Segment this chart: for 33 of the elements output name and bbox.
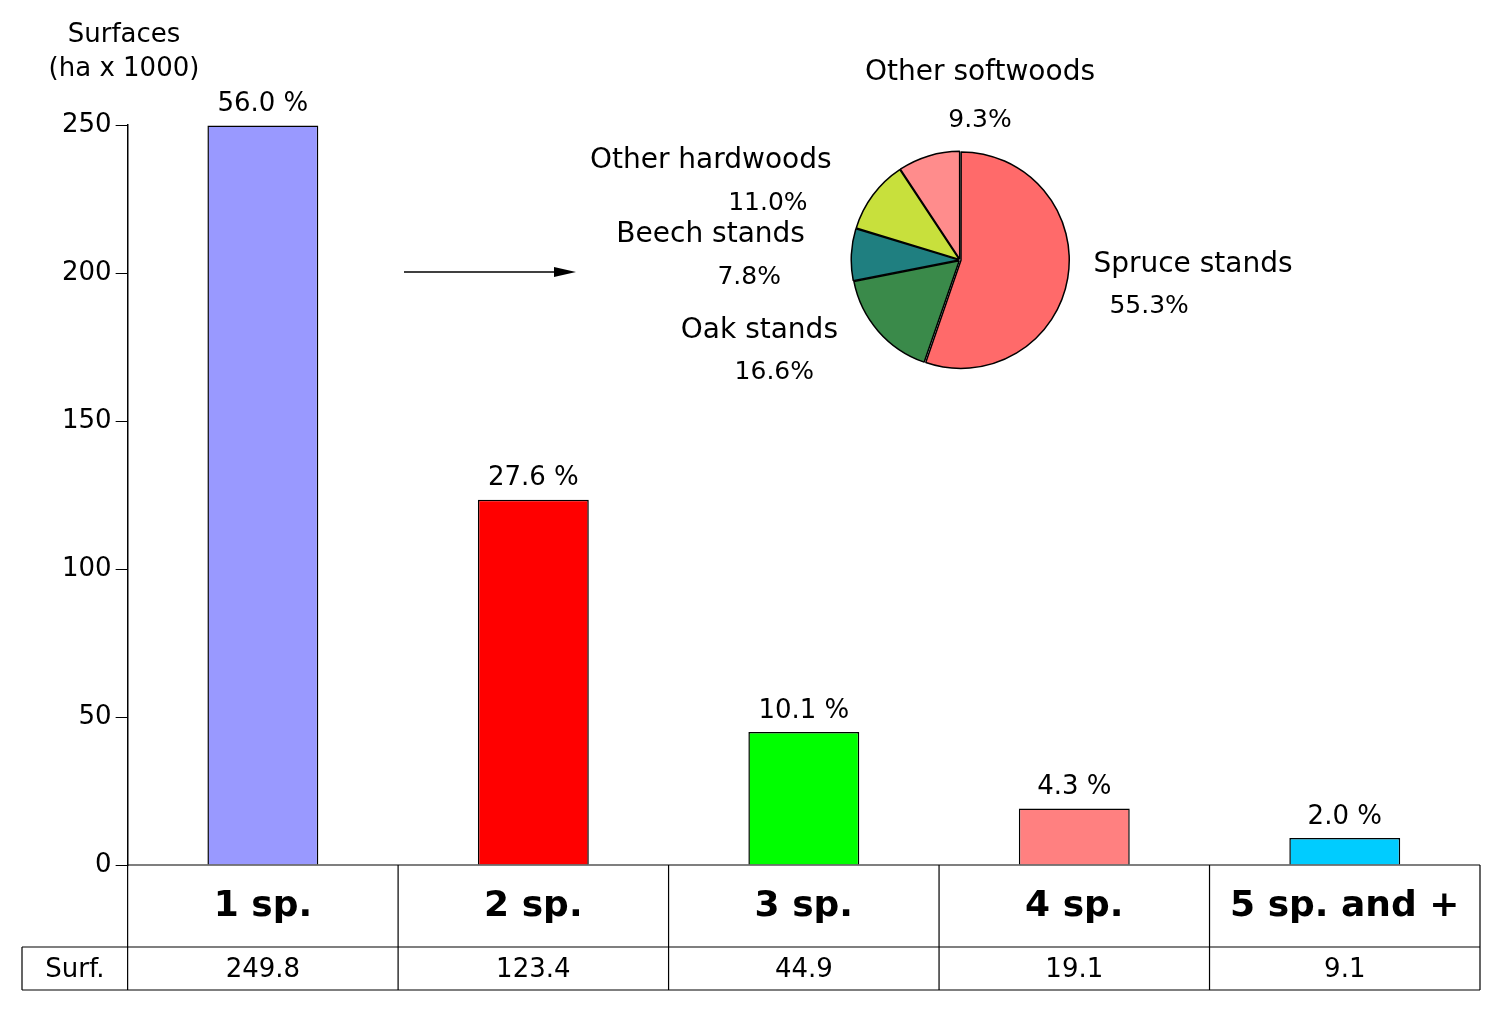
y-axis-title: Surfaces (ha x 1000) — [48, 17, 200, 82]
data-label: 11.0% — [728, 186, 808, 216]
x-tick-label: 3 sp. — [754, 883, 854, 925]
y-tick-label: 200 — [61, 255, 112, 286]
annotation: 10.1 % — [758, 693, 850, 724]
annotation: 4.3 % — [1037, 770, 1112, 801]
x-tick-label: 5 sp. and + — [1230, 883, 1460, 925]
data-label: 55.3% — [1109, 289, 1189, 319]
y-tick-label: 150 — [61, 403, 112, 434]
data-label: 7.8% — [717, 260, 781, 290]
y-tick-label: 250 — [61, 107, 112, 138]
x-tick-label: 1 sp. — [213, 883, 313, 925]
slice-label: Spruce stands — [1093, 245, 1293, 279]
data-label: 9.1 — [1324, 953, 1366, 984]
data-label: 16.6% — [734, 356, 814, 386]
slice-label: Other hardwoods — [589, 142, 832, 176]
data-label: 44.9 — [774, 953, 833, 984]
annotation: 2.0 % — [1307, 799, 1382, 830]
slice-label: Other softwoods — [865, 54, 1095, 88]
annotation: 56.0 % — [217, 87, 309, 118]
x-tick-label: 2 sp. — [484, 883, 583, 925]
annotation: 27.6 % — [487, 461, 579, 492]
data-label: 249.8 — [225, 953, 301, 984]
data-label: 123.4 — [496, 953, 571, 984]
data-label: 9.3% — [948, 104, 1012, 134]
y-tick-label: 100 — [61, 551, 112, 582]
y-tick-label: 0 — [95, 847, 112, 878]
text: Surf. — [45, 953, 105, 984]
slice-label: Beech stands — [616, 216, 805, 250]
y-tick-label: 50 — [78, 699, 112, 730]
data-label: 19.1 — [1045, 953, 1104, 984]
slice-label: Oak stands — [680, 312, 838, 346]
x-tick-label: 4 sp. — [1025, 883, 1124, 925]
